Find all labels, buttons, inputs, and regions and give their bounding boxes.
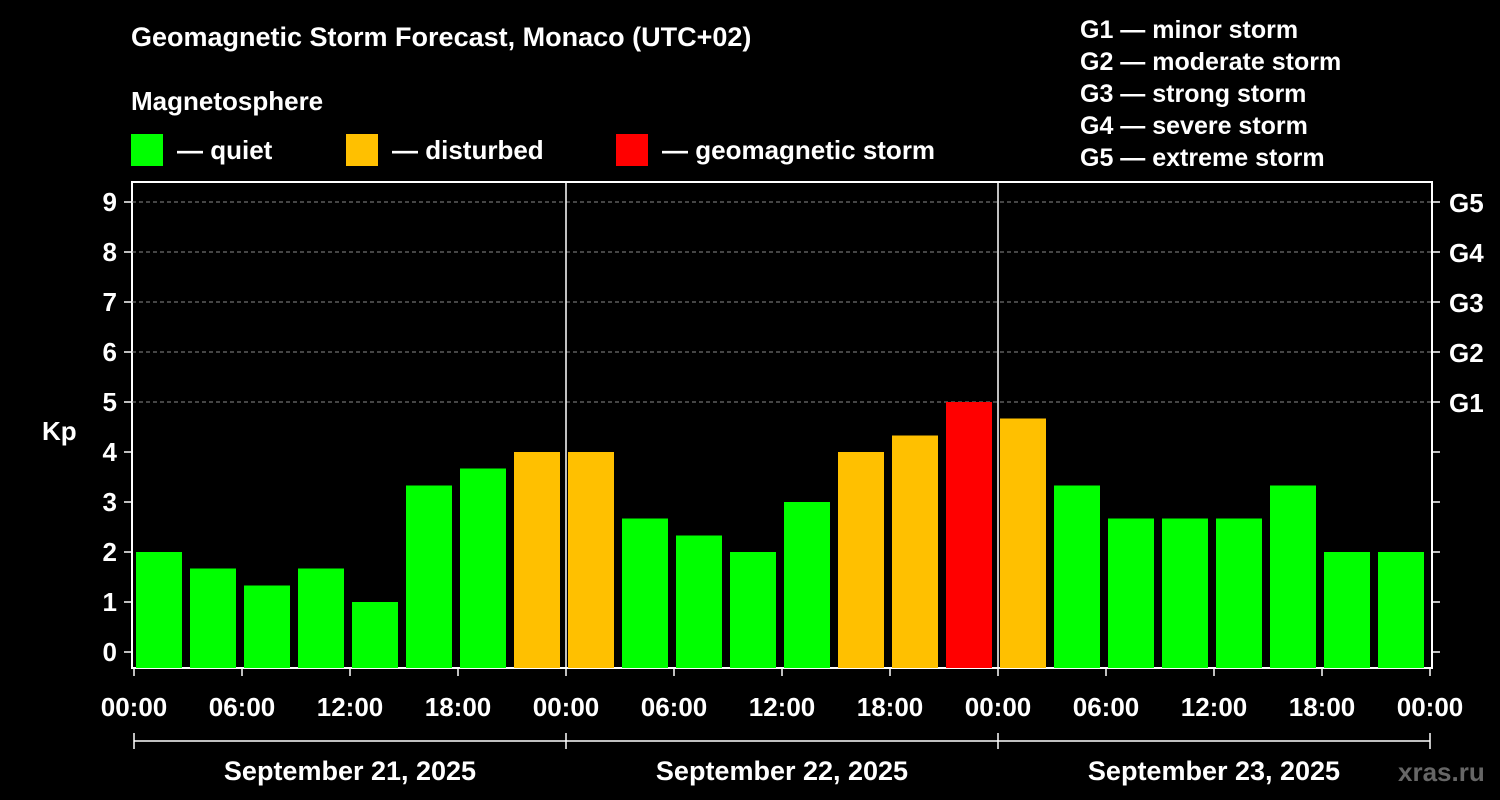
x-tick-label: 06:00 — [209, 692, 276, 722]
g-scale-label: G1 — [1449, 388, 1484, 418]
day-label: September 23, 2025 — [1088, 756, 1340, 786]
y-tick-label: 7 — [103, 287, 117, 317]
legend-storm-label: — geomagnetic storm — [662, 134, 936, 165]
kp-bar — [1000, 418, 1046, 668]
watermark: xras.ru — [1398, 757, 1485, 787]
kp-bar — [784, 502, 830, 668]
chart-title: Geomagnetic Storm Forecast, Monaco (UTC+… — [131, 22, 752, 52]
g-scale-g4: G4 — severe storm — [1080, 112, 1308, 140]
y-tick-label: 0 — [103, 637, 117, 667]
day-label: September 21, 2025 — [224, 756, 476, 786]
magnetosphere-heading: Magnetosphere — [131, 86, 324, 116]
x-tick-label: 06:00 — [1073, 692, 1140, 722]
kp-bar — [1054, 485, 1100, 668]
kp-bar — [730, 552, 776, 668]
day-label: September 22, 2025 — [656, 756, 908, 786]
x-tick-label: 00:00 — [533, 692, 600, 722]
legend-disturbed-label: — disturbed — [392, 134, 544, 165]
x-tick-label: 18:00 — [857, 692, 924, 722]
g-scale-g1: G1 — minor storm — [1080, 16, 1299, 44]
x-tick-label: 06:00 — [641, 692, 708, 722]
y-axis-label: Kp — [42, 416, 77, 446]
g-scale-g2: G2 — moderate storm — [1080, 48, 1342, 76]
x-tick-label: 18:00 — [425, 692, 492, 722]
x-tick-label: 00:00 — [965, 692, 1032, 722]
x-tick-label: 00:00 — [1397, 692, 1464, 722]
kp-bar — [838, 452, 884, 668]
legend-storm-swatch — [616, 134, 648, 166]
x-tick-label: 12:00 — [1181, 692, 1248, 722]
y-tick-label: 8 — [103, 237, 117, 267]
kp-bar — [1324, 552, 1370, 668]
kp-bar — [1216, 518, 1262, 668]
legend-disturbed-swatch — [346, 134, 378, 166]
g-scale-label: G3 — [1449, 288, 1484, 318]
legend-quiet-swatch — [131, 134, 163, 166]
y-tick-label: 4 — [103, 437, 118, 467]
kp-bar — [1378, 552, 1424, 668]
kp-bar — [352, 602, 398, 668]
kp-bar — [190, 568, 236, 668]
kp-bar — [136, 552, 182, 668]
legend-quiet-label: — quiet — [177, 134, 273, 165]
kp-bar — [1270, 485, 1316, 668]
y-tick-label: 1 — [103, 587, 117, 617]
x-tick-label: 00:00 — [101, 692, 168, 722]
kp-bar — [622, 518, 668, 668]
legend-quiet: — quiet — [131, 133, 272, 167]
legend-storm: — geomagnetic storm — [616, 133, 935, 167]
y-tick-label: 2 — [103, 537, 117, 567]
kp-bar — [676, 535, 722, 668]
kp-bar — [946, 402, 992, 668]
kp-bar — [460, 468, 506, 668]
kp-bar — [298, 568, 344, 668]
y-tick-label: 9 — [103, 187, 117, 217]
x-tick-label: 18:00 — [1289, 692, 1356, 722]
legend-disturbed: — disturbed — [346, 133, 544, 167]
g-scale-label: G5 — [1449, 188, 1484, 218]
g-scale-label: G2 — [1449, 338, 1484, 368]
x-tick-label: 12:00 — [749, 692, 816, 722]
x-tick-label: 12:00 — [317, 692, 384, 722]
y-tick-label: 5 — [103, 387, 117, 417]
y-tick-label: 6 — [103, 337, 117, 367]
g-scale-label: G4 — [1449, 238, 1484, 268]
g-scale-g5: G5 — extreme storm — [1080, 144, 1325, 172]
kp-bar — [244, 585, 290, 668]
kp-bar — [1162, 518, 1208, 668]
kp-bar — [514, 452, 560, 668]
kp-bar — [1108, 518, 1154, 668]
y-tick-label: 3 — [103, 487, 117, 517]
g-scale-g3: G3 — strong storm — [1080, 80, 1307, 108]
kp-bar — [406, 485, 452, 668]
g-scale-legend: G1 — minor storm G2 — moderate storm G3 … — [1080, 14, 1341, 174]
kp-bar — [568, 452, 614, 668]
kp-bar — [892, 435, 938, 668]
